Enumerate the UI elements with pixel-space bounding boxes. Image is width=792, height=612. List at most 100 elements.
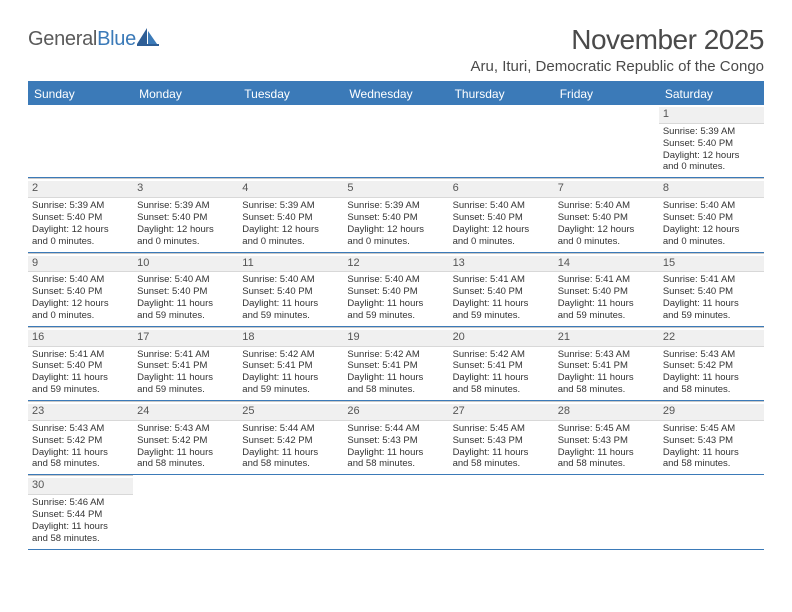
calendar-cell — [238, 475, 343, 548]
daylight2-text: and 58 minutes. — [663, 458, 760, 470]
calendar-cell: 14Sunrise: 5:41 AMSunset: 5:40 PMDayligh… — [554, 253, 659, 326]
sunrise-text: Sunrise: 5:46 AM — [32, 497, 129, 509]
sunrise-text: Sunrise: 5:43 AM — [558, 349, 655, 361]
logo-text-general: General — [28, 28, 97, 50]
sunrise-text: Sunrise: 5:40 AM — [558, 200, 655, 212]
calendar-cell: 6Sunrise: 5:40 AMSunset: 5:40 PMDaylight… — [449, 178, 554, 251]
daylight1-text: Daylight: 11 hours — [347, 298, 444, 310]
daylight1-text: Daylight: 11 hours — [663, 298, 760, 310]
calendar-cell: 10Sunrise: 5:40 AMSunset: 5:40 PMDayligh… — [133, 253, 238, 326]
sunset-text: Sunset: 5:40 PM — [453, 212, 550, 224]
daylight2-text: and 58 minutes. — [347, 384, 444, 396]
day-number: 15 — [659, 256, 764, 273]
daylight2-text: and 0 minutes. — [663, 161, 760, 173]
sunset-text: Sunset: 5:42 PM — [663, 360, 760, 372]
daylight2-text: and 59 minutes. — [558, 310, 655, 322]
daylight1-text: Daylight: 12 hours — [663, 150, 760, 162]
daylight1-text: Daylight: 11 hours — [137, 298, 234, 310]
calendar-body: 1Sunrise: 5:39 AMSunset: 5:40 PMDaylight… — [28, 105, 764, 550]
day-number: 5 — [343, 181, 448, 198]
day-number: 4 — [238, 181, 343, 198]
calendar-cell: 5Sunrise: 5:39 AMSunset: 5:40 PMDaylight… — [343, 178, 448, 251]
sunset-text: Sunset: 5:44 PM — [32, 509, 129, 521]
sunrise-text: Sunrise: 5:39 AM — [663, 126, 760, 138]
sunset-text: Sunset: 5:40 PM — [663, 138, 760, 150]
calendar-cell: 4 Sunrise: 5:39 AMSunset: 5:40 PMDaylight… — [238, 178, 343, 251]
calendar-cell — [28, 105, 133, 177]
calendar-cell — [659, 475, 764, 548]
calendar-cell: 18Sunrise: 5:42 AMSunset: 5:41 PMDayligh… — [238, 327, 343, 400]
daylight2-text: and 0 minutes. — [347, 236, 444, 248]
sunset-text: Sunset: 5:41 PM — [242, 360, 339, 372]
daylight2-text: and 59 minutes. — [242, 384, 339, 396]
sunrise-text: Sunrise: 5:44 AM — [242, 423, 339, 435]
calendar-cell — [133, 475, 238, 548]
sunset-text: Sunset: 5:40 PM — [347, 212, 444, 224]
day-number: 28 — [554, 404, 659, 421]
day-number: 19 — [343, 330, 448, 347]
sunset-text: Sunset: 5:40 PM — [137, 212, 234, 224]
calendar-row: 1 Sunrise: 5:39 AMSunset: 5:40 PMDaylight… — [28, 105, 764, 178]
day-number: 22 — [659, 330, 764, 347]
sunset-text: Sunset: 5:40 PM — [242, 212, 339, 224]
daylight2-text: and 59 minutes. — [137, 384, 234, 396]
day-number: 26 — [343, 404, 448, 421]
daylight2-text: and 59 minutes. — [453, 310, 550, 322]
day-number: 6 — [449, 181, 554, 198]
day-number: 12 — [343, 256, 448, 273]
day-header: Thursday — [449, 83, 554, 105]
sunset-text: Sunset: 5:43 PM — [453, 435, 550, 447]
day-number: 27 — [449, 404, 554, 421]
calendar-cell: 19Sunrise: 5:42 AMSunset: 5:41 PMDayligh… — [343, 327, 448, 400]
daylight1-text: Daylight: 12 hours — [663, 224, 760, 236]
calendar-cell — [343, 105, 448, 177]
calendar-cell: 3Sunrise: 5:39 AMSunset: 5:40 PMDaylight… — [133, 178, 238, 251]
sunrise-text: Sunrise: 5:43 AM — [32, 423, 129, 435]
daylight1-text: Daylight: 11 hours — [32, 447, 129, 459]
daylight2-text: and 0 minutes. — [242, 236, 339, 248]
sunrise-text: Sunrise: 5:41 AM — [558, 274, 655, 286]
calendar-row: 2Sunrise: 5:39 AMSunset: 5:40 PMDaylight… — [28, 178, 764, 252]
sunrise-text: Sunrise: 5:39 AM — [347, 200, 444, 212]
daylight1-text: Daylight: 11 hours — [453, 298, 550, 310]
daylight2-text: and 58 minutes. — [558, 458, 655, 470]
sunset-text: Sunset: 5:41 PM — [137, 360, 234, 372]
sunrise-text: Sunrise: 5:44 AM — [347, 423, 444, 435]
daylight1-text: Daylight: 11 hours — [242, 447, 339, 459]
day-number: 24 — [133, 404, 238, 421]
calendar-cell — [133, 105, 238, 177]
daylight1-text: Daylight: 11 hours — [242, 298, 339, 310]
daylight1-text: Daylight: 11 hours — [32, 521, 129, 533]
logo: GeneralBlue — [28, 28, 159, 51]
sunrise-text: Sunrise: 5:42 AM — [347, 349, 444, 361]
calendar-cell: 13Sunrise: 5:41 AMSunset: 5:40 PMDayligh… — [449, 253, 554, 326]
sunrise-text: Sunrise: 5:41 AM — [663, 274, 760, 286]
sunset-text: Sunset: 5:41 PM — [453, 360, 550, 372]
calendar-cell — [238, 105, 343, 177]
sunrise-text: Sunrise: 5:39 AM — [242, 200, 339, 212]
day-header: Saturday — [659, 83, 764, 105]
sail-icon — [137, 28, 159, 51]
calendar-row: 16Sunrise: 5:41 AMSunset: 5:40 PMDayligh… — [28, 327, 764, 401]
sunset-text: Sunset: 5:43 PM — [558, 435, 655, 447]
daylight1-text: Daylight: 12 hours — [242, 224, 339, 236]
sunrise-text: Sunrise: 5:42 AM — [242, 349, 339, 361]
calendar-cell: 21Sunrise: 5:43 AMSunset: 5:41 PMDayligh… — [554, 327, 659, 400]
day-header: Wednesday — [343, 83, 448, 105]
calendar-cell: 25Sunrise: 5:44 AMSunset: 5:42 PMDayligh… — [238, 401, 343, 474]
sunrise-text: Sunrise: 5:43 AM — [137, 423, 234, 435]
title-block: November 2025 Aru, Ituri, Democratic Rep… — [471, 24, 764, 75]
sunrise-text: Sunrise: 5:41 AM — [137, 349, 234, 361]
sunrise-text: Sunrise: 5:40 AM — [347, 274, 444, 286]
calendar-cell: 17Sunrise: 5:41 AMSunset: 5:41 PMDayligh… — [133, 327, 238, 400]
calendar-cell: 20Sunrise: 5:42 AMSunset: 5:41 PMDayligh… — [449, 327, 554, 400]
day-number: 7 — [554, 181, 659, 198]
sunset-text: Sunset: 5:42 PM — [137, 435, 234, 447]
page-title: November 2025 — [471, 24, 764, 56]
day-number: 1 — [659, 107, 764, 124]
daylight2-text: and 59 minutes. — [663, 310, 760, 322]
calendar-cell: 28Sunrise: 5:45 AMSunset: 5:43 PMDayligh… — [554, 401, 659, 474]
sunset-text: Sunset: 5:40 PM — [663, 286, 760, 298]
sunset-text: Sunset: 5:40 PM — [32, 286, 129, 298]
sunrise-text: Sunrise: 5:42 AM — [453, 349, 550, 361]
